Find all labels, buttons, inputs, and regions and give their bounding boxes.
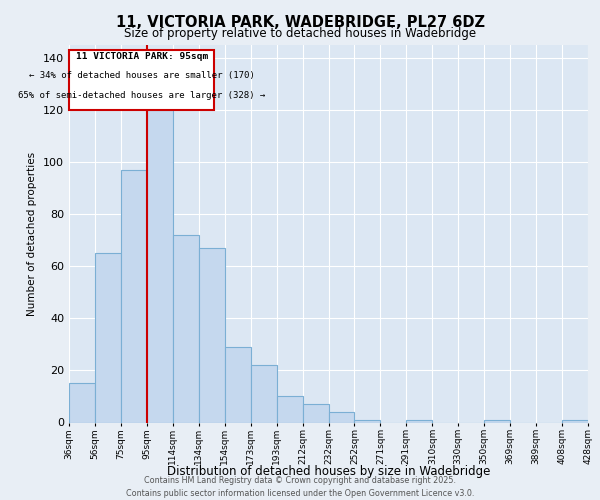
FancyBboxPatch shape xyxy=(69,50,214,110)
Bar xyxy=(251,365,277,422)
Text: 11 VICTORIA PARK: 95sqm: 11 VICTORIA PARK: 95sqm xyxy=(76,52,208,60)
Bar xyxy=(406,420,432,422)
Bar xyxy=(277,396,302,422)
Bar xyxy=(121,170,147,422)
Bar xyxy=(355,420,380,422)
Bar xyxy=(329,412,355,422)
Bar xyxy=(484,420,510,422)
Bar xyxy=(173,235,199,422)
Bar xyxy=(562,420,588,422)
Text: Distribution of detached houses by size in Wadebridge: Distribution of detached houses by size … xyxy=(167,464,490,477)
Bar xyxy=(225,347,251,422)
Text: 65% of semi-detached houses are larger (328) →: 65% of semi-detached houses are larger (… xyxy=(18,90,265,100)
Bar xyxy=(199,248,224,422)
Text: Size of property relative to detached houses in Wadebridge: Size of property relative to detached ho… xyxy=(124,28,476,40)
Y-axis label: Number of detached properties: Number of detached properties xyxy=(28,152,37,316)
Bar xyxy=(95,254,121,422)
Bar xyxy=(302,404,329,422)
Text: Contains HM Land Registry data © Crown copyright and database right 2025.
Contai: Contains HM Land Registry data © Crown c… xyxy=(126,476,474,498)
Bar xyxy=(69,384,95,422)
Bar xyxy=(147,110,173,422)
Text: ← 34% of detached houses are smaller (170): ← 34% of detached houses are smaller (17… xyxy=(29,71,254,80)
Text: 11, VICTORIA PARK, WADEBRIDGE, PL27 6DZ: 11, VICTORIA PARK, WADEBRIDGE, PL27 6DZ xyxy=(115,15,485,30)
